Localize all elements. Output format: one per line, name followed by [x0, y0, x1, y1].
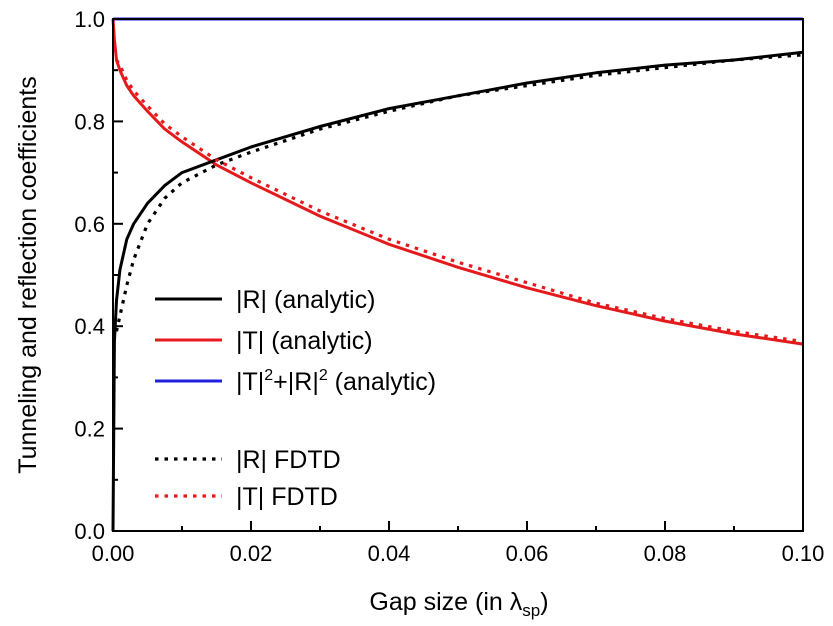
- y-tick-label: 0.4: [74, 314, 105, 339]
- y-tick-label: 0.8: [74, 109, 105, 134]
- legend-label-4: |T| FDTD: [236, 483, 338, 511]
- series-line-3: [114, 53, 804, 332]
- y-axis-title: Tunneling and reflection coefficients: [14, 76, 42, 473]
- x-tick-label: 0.00: [92, 541, 135, 566]
- x-tick-label: 0.10: [782, 541, 825, 566]
- series-layer: [111, 17, 804, 532]
- x-tick-label: 0.04: [368, 541, 411, 566]
- x-tick-label: 0.06: [506, 541, 549, 566]
- y-tick-label: 0.2: [74, 417, 105, 442]
- legend: |R| (analytic) |T| (analytic) |T|2+|R|2 (a…: [155, 286, 436, 511]
- series-line-4: [115, 59, 804, 344]
- x-tick-label: 0.08: [644, 541, 687, 566]
- ticks-layer: 0.00 0.02 0.04 0.06 0.08 0.10 0.0 0.2 0.4 0.6 0.8 1…: [74, 7, 824, 566]
- series-line-0: [111, 50, 804, 532]
- y-tick-label: 1.0: [74, 7, 105, 32]
- y-tick-label: 0.6: [74, 212, 105, 237]
- legend-label-1: |T| (analytic): [236, 327, 373, 355]
- legend-label-2: |T|2+|R|2 (analytic): [236, 367, 436, 396]
- y-tick-label: 0.0: [74, 519, 105, 544]
- x-tick-label: 0.02: [230, 541, 273, 566]
- x-axis-title: Gap size (in λsp): [369, 588, 548, 620]
- legend-label-3: |R| FDTD: [236, 446, 341, 474]
- legend-label-0: |R| (analytic): [236, 286, 375, 314]
- series-line-1: [111, 18, 804, 346]
